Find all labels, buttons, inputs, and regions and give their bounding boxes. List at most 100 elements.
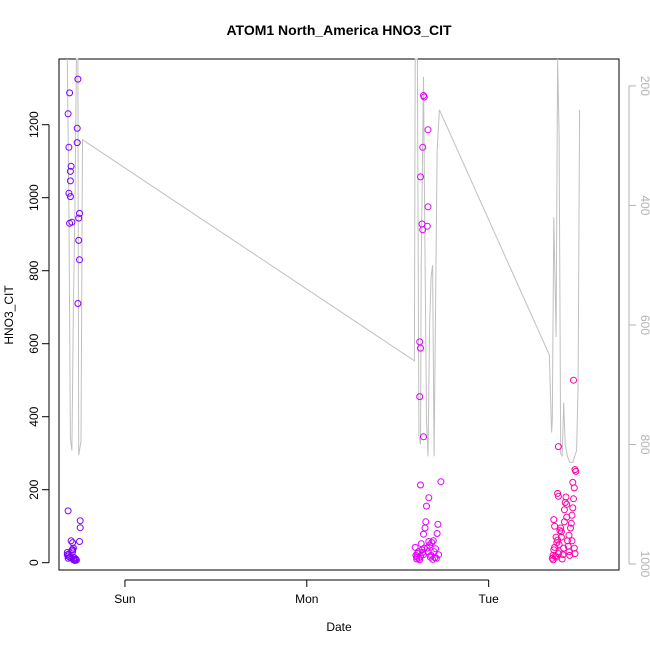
data-point-s0-39 bbox=[72, 556, 80, 564]
data-point-s2-44 bbox=[557, 528, 565, 536]
secondary-tick-label: 600 bbox=[638, 315, 650, 335]
data-point-s2-34 bbox=[550, 516, 558, 524]
data-point-s1-32 bbox=[435, 551, 443, 559]
data-point-s2-12 bbox=[557, 533, 565, 541]
data-point-s2-48 bbox=[549, 556, 557, 564]
data-point-s2-27 bbox=[569, 504, 577, 512]
data-point-s2-45 bbox=[565, 531, 573, 539]
points-layer bbox=[63, 75, 580, 564]
y-tick-label: 1200 bbox=[27, 111, 41, 138]
data-point-s2-46 bbox=[568, 537, 576, 545]
y-tick-label: 0 bbox=[27, 559, 41, 566]
data-point-s1-34 bbox=[417, 344, 424, 352]
data-point-s2-14 bbox=[559, 551, 567, 559]
secondary-tick-label: 200 bbox=[638, 76, 650, 96]
data-point-s1-24 bbox=[429, 555, 437, 563]
y-tick-label: 400 bbox=[27, 406, 41, 426]
data-point-s1-45 bbox=[423, 222, 431, 230]
x-tick-label: Sun bbox=[114, 592, 135, 606]
secondary-tick-label: 1000 bbox=[638, 551, 650, 578]
data-point-s1-41 bbox=[419, 226, 427, 234]
x-tick-label: Mon bbox=[295, 592, 318, 606]
data-point-s2-37 bbox=[554, 492, 562, 500]
data-point-s0-19 bbox=[76, 517, 84, 525]
data-point-s2-39 bbox=[563, 500, 571, 508]
data-point-s2-33 bbox=[570, 376, 577, 384]
y-axis: 0 200 400 600 800 1000 1200 bbox=[27, 111, 50, 566]
data-point-s1-15 bbox=[422, 518, 430, 526]
data-point-s2-36 bbox=[554, 489, 562, 497]
data-point-s1-14 bbox=[421, 524, 429, 532]
data-point-s0-20 bbox=[76, 524, 84, 532]
data-point-s1-30 bbox=[433, 530, 441, 537]
data-point-s0-38 bbox=[69, 546, 77, 554]
data-point-s1-23 bbox=[428, 539, 436, 547]
data-point-s2-38 bbox=[560, 518, 568, 526]
data-point-s1-47 bbox=[425, 494, 433, 502]
data-point-s0-15 bbox=[76, 209, 83, 217]
data-point-s1-0 bbox=[411, 543, 419, 551]
data-point-s2-26 bbox=[568, 511, 576, 519]
data-point-s1-13 bbox=[420, 544, 428, 552]
data-point-s0-6 bbox=[66, 167, 74, 175]
data-point-s2-25 bbox=[567, 519, 575, 527]
data-point-s1-7 bbox=[416, 556, 424, 564]
data-point-s0-13 bbox=[73, 139, 81, 147]
data-point-s2-28 bbox=[570, 495, 577, 503]
data-point-s0-10 bbox=[68, 218, 76, 226]
data-point-s0-12 bbox=[73, 124, 81, 132]
y-tick-label: 800 bbox=[27, 260, 41, 280]
data-point-s2-42 bbox=[569, 478, 577, 486]
data-point-s0-7 bbox=[67, 162, 75, 170]
data-point-s1-16 bbox=[423, 502, 430, 510]
y-tick-label: 1000 bbox=[27, 184, 41, 211]
data-point-s1-19 bbox=[425, 538, 433, 545]
data-point-s1-46 bbox=[417, 481, 424, 489]
data-point-s2-18 bbox=[562, 493, 570, 501]
data-point-s1-44 bbox=[424, 203, 432, 211]
data-point-s0-16 bbox=[75, 214, 83, 222]
y-tick-label: 200 bbox=[27, 479, 41, 499]
x-tick-label: Tue bbox=[479, 592, 500, 606]
data-point-s2-11 bbox=[557, 524, 565, 532]
data-point-s0-37 bbox=[69, 556, 77, 564]
data-point-s2-41 bbox=[571, 550, 579, 558]
data-point-s1-39 bbox=[419, 143, 427, 151]
data-point-s2-13 bbox=[558, 555, 566, 563]
data-point-s0-0 bbox=[64, 507, 72, 515]
data-point-s0-5 bbox=[66, 177, 74, 185]
secondary-series-line bbox=[66, 58, 581, 463]
data-point-s2-32 bbox=[554, 443, 562, 451]
data-point-s0-1 bbox=[64, 110, 72, 118]
data-point-s0-18 bbox=[76, 256, 83, 264]
data-point-s1-43 bbox=[424, 126, 432, 134]
plot-frame bbox=[58, 58, 620, 571]
secondary-y-axis: 200 400 600 800 1000 bbox=[628, 76, 650, 578]
data-point-s0-2 bbox=[65, 143, 73, 151]
data-point-s2-43 bbox=[552, 533, 560, 541]
data-point-s2-35 bbox=[551, 522, 559, 530]
x-axis-label: Date bbox=[326, 620, 352, 634]
data-point-s2-47 bbox=[555, 541, 563, 548]
data-point-s1-42 bbox=[420, 433, 427, 441]
data-point-s0-21 bbox=[76, 538, 83, 545]
data-point-s2-24 bbox=[567, 524, 574, 532]
x-axis: Sun Mon Tue bbox=[114, 579, 500, 606]
data-point-s0-8 bbox=[66, 193, 74, 201]
data-point-s0-17 bbox=[75, 236, 83, 244]
data-point-s0-28 bbox=[67, 537, 75, 545]
y-tick-label: 600 bbox=[27, 333, 41, 353]
data-point-s1-25 bbox=[429, 537, 437, 545]
secondary-tick-label: 400 bbox=[638, 195, 650, 215]
chart-title: ATOM1 North_America HNO3_CIT bbox=[226, 22, 452, 38]
data-point-s1-29 bbox=[432, 554, 440, 562]
data-point-s1-35 bbox=[416, 393, 424, 401]
data-point-s0-4 bbox=[65, 189, 73, 197]
y-axis-label: HNO3_CIT bbox=[2, 285, 16, 345]
secondary-tick-label: 800 bbox=[638, 434, 650, 454]
data-point-s0-3 bbox=[66, 89, 74, 97]
data-point-s2-15 bbox=[560, 544, 568, 552]
data-point-s2-31 bbox=[572, 467, 580, 475]
data-point-s1-31 bbox=[434, 520, 442, 528]
